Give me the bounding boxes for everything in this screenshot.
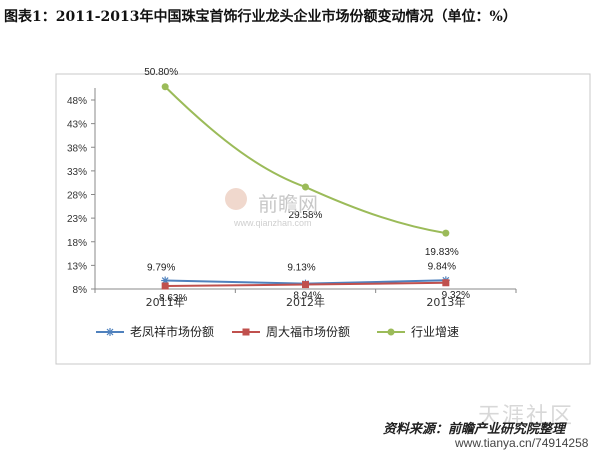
source-note: 资料来源：前瞻产业研究院整理 [383,422,566,437]
x-tick-label: 2013年 [426,295,465,309]
data-label: 29.58% [289,210,323,221]
data-point [161,282,169,290]
y-tick-label: 13% [67,261,87,272]
legend-marker [242,328,250,336]
legend-marker [387,328,395,336]
site-watermark: 天涯社区 [478,404,575,429]
data-label: 50.80% [144,67,178,78]
data-label: 9.32% [442,290,470,301]
data-point [302,281,309,289]
y-tick-label: 23% [67,214,87,225]
data-label: 8.94% [293,291,321,302]
watermark-logo [225,188,247,210]
legend: 老凤祥市场份额 周大福市场份额 行业增速 [96,324,459,339]
y-tick-label: 8% [73,285,88,296]
y-tick-label: 18% [67,238,87,249]
chart-title: 图表1：2011-2013年中国珠宝首饰行业龙头企业市场份额变动情况（单位：%） [4,9,517,25]
data-point [302,183,309,191]
star-stroke [106,328,114,336]
x-tick-label: 2011年 [146,295,185,309]
y-tick-label: 38% [67,143,87,154]
legend-label: 行业增速 [411,325,459,339]
data-labels: 9.79% 9.13% 9.84% 8.63% 8.94% 9.32% 50.80% 29.5… [144,67,470,304]
data-label: 9.84% [428,261,456,272]
chart-frame [55,73,591,365]
y-tick-label: 28% [67,191,87,202]
legend-label: 老凤祥市场份额 [130,324,214,339]
data-point [442,229,450,237]
x-tick-label: 2012年 [286,295,325,309]
data-label: 8.63% [159,293,187,304]
data-point [161,83,169,91]
watermark-url: www.qianzhan.com [234,218,312,228]
y-tick-label: 48% [67,96,87,107]
series-marks [161,83,450,290]
footer-url: www.tianya.cn/74914258 [455,436,589,450]
watermark-brand: 前瞻网 [258,192,318,216]
data-label: 19.83% [425,247,459,258]
y-tick-label: 33% [67,167,87,178]
data-point [442,279,450,287]
y-tick-label: 43% [67,120,87,131]
axes: 8% 13% 18% 23% 28% 33% 38% 43% 48% 2011年 2012年 2013… [67,88,517,309]
data-label: 9.13% [287,263,315,274]
data-label: 9.79% [147,263,175,274]
legend-label: 周大福市场份额 [266,324,350,339]
legend-marker [106,328,114,336]
